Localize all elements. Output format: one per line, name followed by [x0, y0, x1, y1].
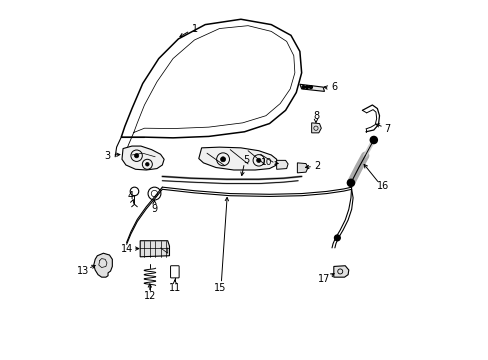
Text: 9: 9 — [151, 203, 157, 213]
Polygon shape — [122, 146, 164, 170]
Text: 15: 15 — [214, 283, 226, 293]
Polygon shape — [140, 241, 169, 257]
Circle shape — [369, 136, 377, 144]
Text: 4: 4 — [127, 191, 134, 201]
Text: 14: 14 — [121, 244, 133, 253]
Circle shape — [346, 179, 354, 186]
Circle shape — [305, 86, 308, 89]
FancyBboxPatch shape — [170, 266, 179, 278]
Polygon shape — [94, 253, 112, 277]
Text: 16: 16 — [376, 181, 388, 192]
Text: 12: 12 — [143, 291, 156, 301]
Text: 8: 8 — [312, 111, 318, 121]
Circle shape — [334, 235, 340, 241]
Text: 13: 13 — [77, 266, 89, 276]
Polygon shape — [297, 163, 307, 173]
Text: 1: 1 — [192, 24, 198, 34]
Circle shape — [309, 86, 312, 89]
Circle shape — [302, 86, 304, 89]
Polygon shape — [299, 84, 324, 91]
Text: 5: 5 — [243, 156, 249, 165]
Circle shape — [220, 157, 225, 162]
Polygon shape — [198, 147, 276, 170]
Text: 2: 2 — [314, 161, 320, 171]
Circle shape — [134, 154, 139, 158]
Text: 10: 10 — [261, 158, 272, 167]
Text: 17: 17 — [317, 274, 329, 284]
Polygon shape — [311, 123, 321, 133]
Text: 11: 11 — [168, 283, 181, 293]
Circle shape — [256, 158, 261, 162]
Text: 6: 6 — [331, 82, 337, 92]
Polygon shape — [333, 266, 348, 277]
Text: 7: 7 — [384, 124, 390, 134]
Circle shape — [145, 162, 149, 166]
Polygon shape — [276, 160, 287, 169]
Polygon shape — [121, 19, 301, 138]
Text: 3: 3 — [103, 151, 110, 161]
